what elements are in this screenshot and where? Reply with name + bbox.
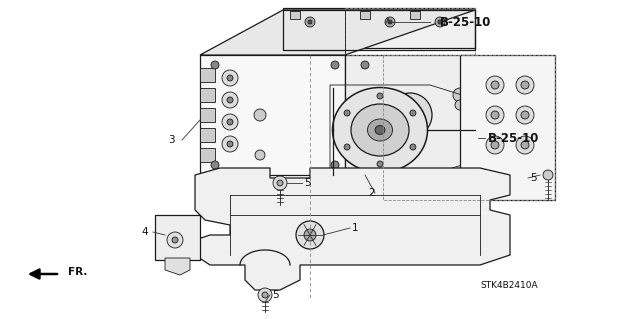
Circle shape — [331, 61, 339, 69]
Circle shape — [486, 76, 504, 94]
Circle shape — [222, 92, 238, 108]
Circle shape — [410, 144, 416, 150]
Circle shape — [516, 76, 534, 94]
Circle shape — [262, 292, 268, 298]
Circle shape — [277, 180, 283, 186]
Text: 5: 5 — [304, 178, 310, 188]
Circle shape — [521, 111, 529, 119]
Text: 5: 5 — [530, 173, 536, 183]
Circle shape — [486, 106, 504, 124]
Text: FR.: FR. — [68, 267, 88, 277]
Text: B-25-10: B-25-10 — [488, 131, 540, 145]
Circle shape — [211, 161, 219, 169]
Text: B-25-10: B-25-10 — [440, 16, 492, 28]
Polygon shape — [155, 215, 200, 260]
Circle shape — [491, 141, 499, 149]
Polygon shape — [200, 55, 345, 175]
Circle shape — [521, 141, 529, 149]
Circle shape — [172, 237, 178, 243]
Circle shape — [461, 161, 469, 169]
Polygon shape — [360, 11, 370, 19]
Circle shape — [491, 81, 499, 89]
Polygon shape — [460, 55, 555, 200]
Polygon shape — [165, 258, 190, 275]
Text: 3: 3 — [168, 135, 175, 145]
Circle shape — [167, 232, 183, 248]
Circle shape — [410, 110, 416, 116]
Circle shape — [461, 61, 469, 69]
Circle shape — [308, 20, 312, 24]
Circle shape — [344, 110, 350, 116]
Circle shape — [273, 176, 287, 190]
Ellipse shape — [351, 104, 409, 156]
Polygon shape — [195, 168, 510, 290]
Circle shape — [331, 161, 339, 169]
Circle shape — [388, 93, 432, 137]
Circle shape — [254, 109, 266, 121]
Circle shape — [516, 136, 534, 154]
Ellipse shape — [333, 87, 428, 173]
Polygon shape — [200, 10, 475, 55]
Circle shape — [227, 75, 233, 81]
Circle shape — [227, 141, 233, 147]
Polygon shape — [200, 148, 215, 162]
Circle shape — [406, 111, 414, 119]
Circle shape — [344, 144, 350, 150]
Circle shape — [227, 97, 233, 103]
Circle shape — [435, 17, 445, 27]
Circle shape — [361, 161, 369, 169]
Circle shape — [222, 70, 238, 86]
Text: 1: 1 — [352, 223, 358, 233]
Circle shape — [455, 100, 465, 110]
Polygon shape — [290, 11, 300, 19]
Circle shape — [377, 161, 383, 167]
Circle shape — [377, 93, 383, 99]
Polygon shape — [200, 128, 215, 142]
Circle shape — [222, 114, 238, 130]
Circle shape — [516, 106, 534, 124]
Circle shape — [543, 170, 553, 180]
Circle shape — [305, 17, 315, 27]
Circle shape — [304, 229, 316, 241]
Text: 2: 2 — [368, 188, 374, 198]
Circle shape — [258, 288, 272, 302]
Circle shape — [491, 111, 499, 119]
Circle shape — [296, 221, 324, 249]
Text: 4: 4 — [141, 227, 148, 237]
Circle shape — [521, 81, 529, 89]
Text: STK4B2410A: STK4B2410A — [480, 280, 538, 290]
Circle shape — [438, 20, 442, 24]
Circle shape — [400, 105, 420, 125]
Polygon shape — [200, 88, 215, 102]
Circle shape — [388, 20, 392, 24]
Circle shape — [227, 119, 233, 125]
Polygon shape — [200, 108, 215, 122]
Text: 5: 5 — [272, 290, 278, 300]
Polygon shape — [410, 11, 420, 19]
Circle shape — [385, 17, 395, 27]
Polygon shape — [283, 8, 475, 48]
Polygon shape — [200, 68, 215, 82]
Ellipse shape — [375, 125, 385, 135]
Circle shape — [453, 88, 467, 102]
Circle shape — [486, 136, 504, 154]
Circle shape — [222, 136, 238, 152]
Circle shape — [211, 61, 219, 69]
Ellipse shape — [367, 119, 392, 141]
Circle shape — [255, 150, 265, 160]
Polygon shape — [345, 55, 475, 175]
Circle shape — [361, 61, 369, 69]
